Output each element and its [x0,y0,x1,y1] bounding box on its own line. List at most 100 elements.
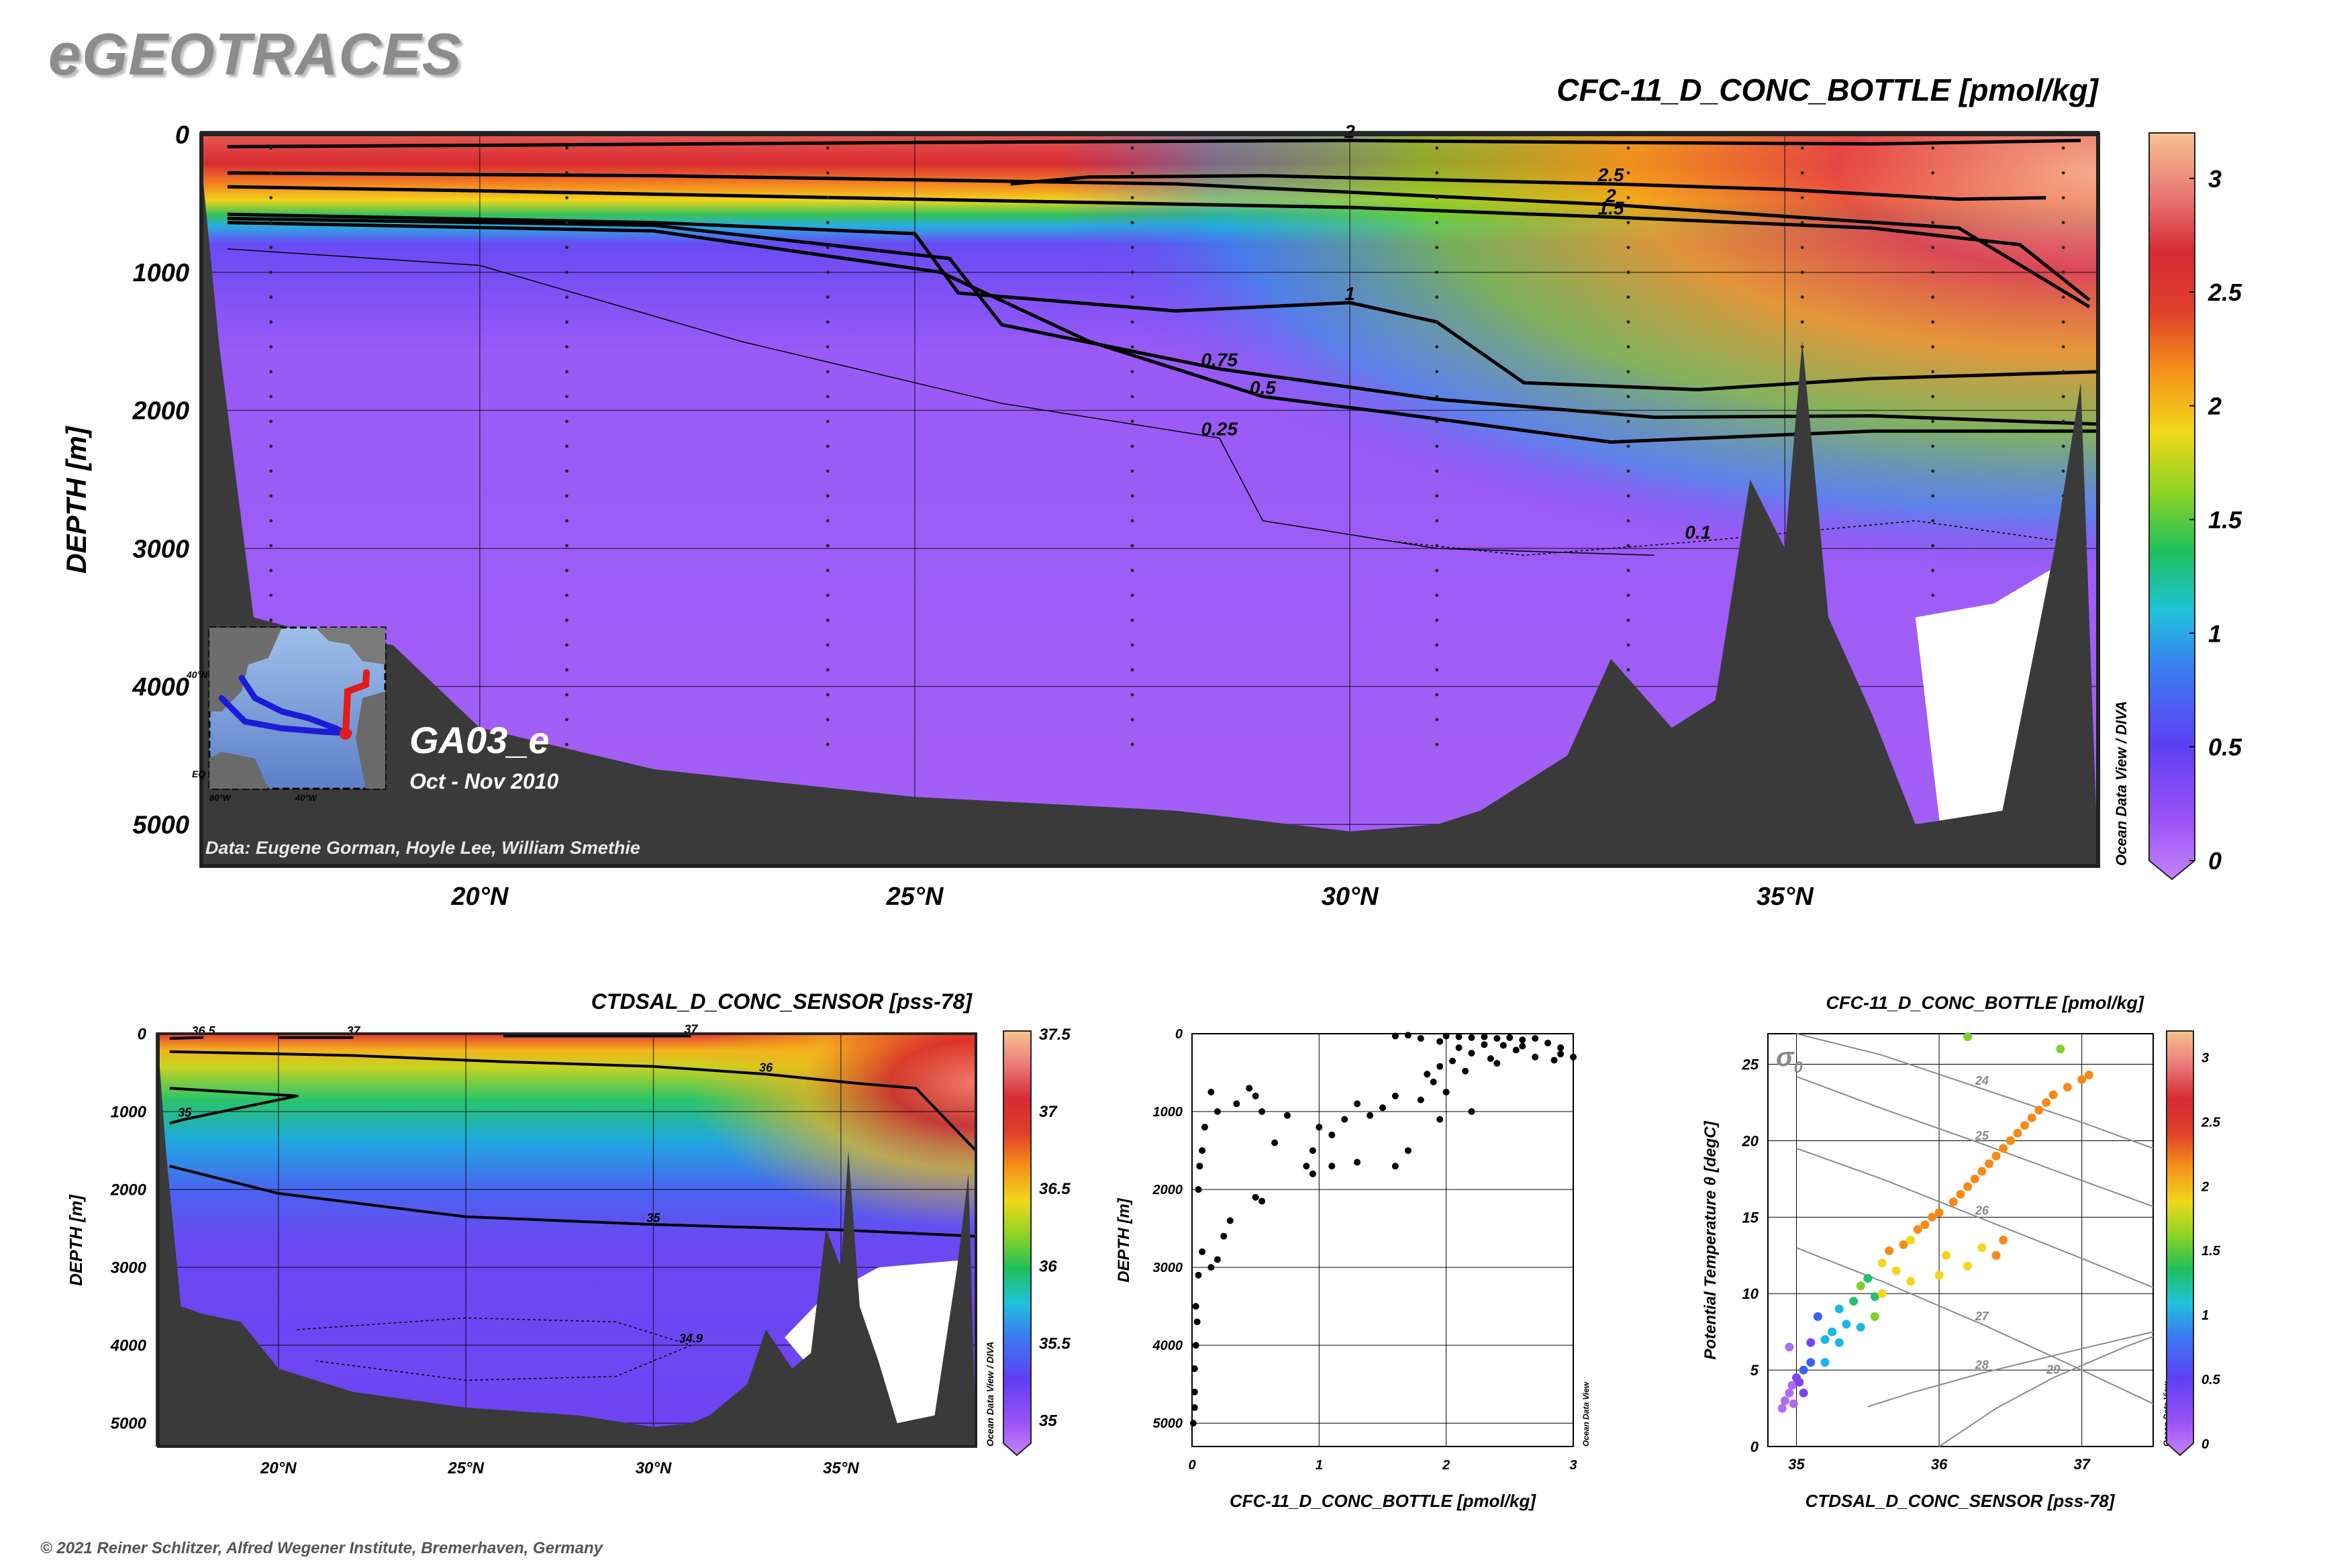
contour-label: 0.5 [1250,377,1276,398]
y-tick-label: 1000 [132,259,189,287]
y-tick-label: 5000 [132,812,189,840]
station-sample [1435,295,1439,299]
station-sample [269,618,273,622]
profile-point [1424,1071,1431,1078]
inset-lon-label-2: 40°W [295,793,318,803]
ts-y-tick-label: 10 [1742,1285,1759,1302]
profile-point [1189,1420,1197,1427]
profile-point [1468,1050,1475,1057]
x-tick-label: 25°N [886,883,944,911]
station-sample [269,146,273,150]
ts-point [2020,1121,2030,1130]
salinity-section-plot: 36.5 37 37 36 35 35 34.9 20°N 25°N 30°N 35°N 0 100… [66,989,1071,1477]
station-sample [1800,320,1804,324]
ts-point [1777,1404,1787,1413]
station-sample [826,196,830,200]
sal-y-axis-title: DEPTH [m] [66,1194,86,1286]
profile-point [1195,1186,1202,1193]
station-sample [2061,171,2065,175]
contour-line [1393,520,2064,556]
profile-point [1193,1318,1201,1326]
ts-x-tick-label: 35 [1788,1456,1805,1473]
ts-point [1806,1358,1816,1367]
station-sample [269,494,273,498]
ts-point [1906,1236,1916,1244]
ts-point [1934,1208,1944,1217]
contour-label: 2.5 [1597,164,1624,185]
bathymetry [201,162,2098,867]
ts-point [1856,1281,1865,1291]
ts-point [1985,1159,1993,1169]
sal-colorbar-tick-label: 37 [1039,1103,1058,1121]
profile-point [1271,1139,1279,1146]
station-sample [1130,420,1134,424]
profile-point [1379,1104,1386,1112]
contour-line [227,138,2081,148]
profile-y-tick-label: 5000 [1153,1416,1183,1431]
ts-colorbar-tick-label: 1 [2201,1308,2209,1323]
station-sample [565,320,568,324]
station-sample [2061,345,2065,349]
profile-point [1191,1404,1198,1411]
station-sample [1435,693,1439,697]
ts-point [1877,1289,1887,1298]
profile-point [1220,1232,1228,1240]
contour-line [227,171,2091,309]
station-sample [1435,569,1439,573]
ts-x-tick-label: 37 [2073,1456,2091,1473]
sal-colorbar-tick-label: 37.5 [1039,1026,1071,1044]
ts-point [1870,1312,1879,1321]
profile-point [1468,1034,1475,1041]
station-sample [1435,246,1439,250]
y-axis-title: DEPTH [m] [60,425,92,573]
profile-point [1195,1271,1202,1279]
ts-colorbar-tick-label: 2.5 [2201,1115,2221,1130]
station-sample [1130,519,1134,523]
ts-point [1828,1327,1837,1336]
x-tick-label: 30°N [1322,883,1379,911]
station-sample [1435,196,1439,200]
station-sample [565,544,568,548]
station-sample [2061,196,2065,200]
ts-colorbar: 0 0.5 1 1.5 2 2.5 3 [2166,1030,2221,1457]
station-sample [1626,643,1630,647]
station-sample [565,295,568,299]
station-sample [1130,345,1134,349]
station-sample [1130,494,1134,498]
profile-point [1519,1036,1526,1044]
ts-point [1920,1220,1930,1230]
profile-point [1316,1124,1323,1131]
profile-point [1192,1342,1199,1349]
ts-point [2027,1113,2036,1122]
station-sample [1130,146,1134,150]
station-sample [1130,271,1134,275]
isopycnal-label: 27 [1975,1310,1989,1323]
profile-point [1512,1046,1520,1054]
profile-point [1493,1060,1501,1067]
station-sample [1130,718,1134,722]
ts-point [1795,1377,1804,1387]
station-sample [1931,569,1935,573]
ts-point [1991,1151,2001,1161]
station-sample [1626,444,1630,448]
station-sample [269,569,273,573]
station-sample [269,171,273,175]
station-sample [1130,593,1134,597]
ts-colorbar-tick-label: 3 [2201,1050,2209,1065]
station-sample [269,196,273,200]
station-sample [269,271,273,275]
station-sample [826,395,830,399]
station-sample [1626,593,1630,597]
station-sample [2061,469,2065,473]
ts-point [1970,1174,1979,1183]
ts-point [1799,1365,1808,1375]
ts-y-tick-label: 0 [1750,1438,1759,1455]
profile-point [1207,1089,1215,1095]
africa-land [356,691,385,789]
station-sample [565,221,568,225]
section-title: CFC-11_D_CONC_BOTTLE [pmol/kg] [1556,72,2099,107]
station-sample [1800,196,1804,200]
profile-point [1354,1100,1361,1108]
station-sample [269,246,273,250]
